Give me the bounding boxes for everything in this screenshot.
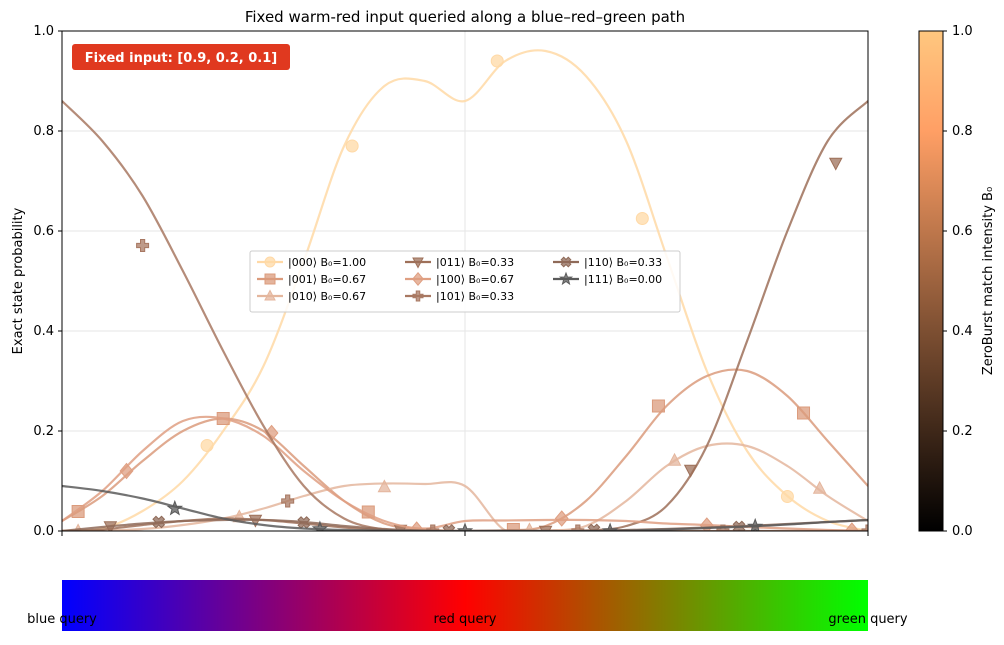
legend-marker <box>412 257 424 269</box>
data-point <box>200 439 214 452</box>
legend-marker <box>264 289 276 301</box>
annotation-box: Fixed input: [0.9, 0.2, 0.1] <box>72 44 290 70</box>
data-point <box>456 522 474 531</box>
series-line <box>62 442 868 531</box>
colorbar-tick-label: 0.4 <box>952 324 973 339</box>
colorbar-tick-label: 0.8 <box>952 124 973 139</box>
series-7 <box>62 484 868 531</box>
colorbar-tick-label: 0.2 <box>952 424 973 439</box>
legend-entry: |010⟩ B₀=0.67 <box>257 289 366 303</box>
legend-marker <box>560 256 572 268</box>
data-point <box>538 525 553 531</box>
colorbar-tick-label: 0.0 <box>952 524 973 539</box>
legend-label: |010⟩ B₀=0.67 <box>288 290 366 303</box>
data-point <box>635 212 649 225</box>
data-point <box>311 520 329 531</box>
data-point <box>554 510 569 527</box>
data-point <box>119 462 134 480</box>
data-point <box>683 464 698 478</box>
legend-marker <box>264 273 276 285</box>
label-blue-query: blue query <box>27 612 97 627</box>
legend-frame <box>249 250 681 313</box>
legend-entry: |100⟩ B₀=0.67 <box>405 271 514 287</box>
colorbar-tick-label: 1.0 <box>952 24 973 39</box>
data-point <box>345 139 359 153</box>
data-point <box>812 480 827 494</box>
series-5 <box>62 100 868 531</box>
data-point <box>426 524 440 531</box>
series-line <box>62 484 868 531</box>
data-point <box>377 479 392 493</box>
legend-entry: |101⟩ B₀=0.33 <box>405 290 514 303</box>
data-point <box>797 406 811 420</box>
data-point <box>780 490 794 503</box>
legend-entry: |110⟩ B₀=0.33 <box>553 256 662 269</box>
y-tick-label: 0.4 <box>33 324 54 339</box>
legend-label: |100⟩ B₀=0.67 <box>436 273 514 286</box>
data-point <box>667 452 682 466</box>
y-axis-label: Exact state probability <box>11 207 26 354</box>
data-point <box>490 54 504 68</box>
legend-label: |000⟩ B₀=1.00 <box>288 256 366 269</box>
axes: 0.0 0.2 0.4 0.6 0.8 1.0 <box>33 24 869 539</box>
label-red-query: red query <box>434 612 497 627</box>
legend-label: |101⟩ B₀=0.33 <box>436 290 514 303</box>
query-gradient-bar: blue query red query green query <box>27 580 908 631</box>
series-2 <box>62 442 868 531</box>
data-point <box>861 524 868 531</box>
data-point <box>601 522 619 531</box>
legend-label: |110⟩ B₀=0.33 <box>584 256 662 269</box>
colorbar-tick-label: 0.6 <box>952 224 973 239</box>
legend-marker <box>558 271 574 286</box>
legend-marker <box>264 256 276 268</box>
series-0 <box>62 49 868 531</box>
query-gradient <box>62 580 868 631</box>
series-line <box>62 100 868 531</box>
data-point <box>524 522 535 531</box>
y-tick-label: 0.2 <box>33 424 54 439</box>
data-point <box>166 499 184 516</box>
series-line <box>62 368 868 531</box>
data-point <box>651 399 665 413</box>
legend-label: |111⟩ B₀=0.00 <box>584 273 662 286</box>
data-point <box>152 515 166 529</box>
label-green-query: green query <box>828 612 908 627</box>
data-point <box>136 239 150 252</box>
data-point <box>828 157 843 171</box>
legend-entry: |001⟩ B₀=0.67 <box>257 273 366 286</box>
data-point <box>844 522 859 531</box>
data-point-shape <box>152 515 166 529</box>
data-point <box>571 524 585 531</box>
legend-marker-shape <box>560 256 572 268</box>
legend-entry: |111⟩ B₀=0.00 <box>553 271 662 286</box>
legend-entry: |000⟩ B₀=1.00 <box>257 256 366 269</box>
legend: |000⟩ B₀=1.00 |001⟩ B₀=0.67 |010⟩ B₀=0.67 |… <box>249 250 681 313</box>
data-point <box>281 494 295 508</box>
data-point <box>409 521 424 531</box>
legend-entry: |011⟩ B₀=0.33 <box>405 256 514 269</box>
colorbar-gradient <box>918 30 944 532</box>
legend-marker <box>412 271 424 287</box>
legend-label: |001⟩ B₀=0.67 <box>288 273 366 286</box>
colorbar-label: ZeroBurst match intensity B₀ <box>981 187 996 375</box>
legend-marker <box>412 290 424 302</box>
y-tick-label: 0.6 <box>33 224 54 239</box>
y-tick-label: 0.8 <box>33 124 54 139</box>
legend-label: |011⟩ B₀=0.33 <box>436 256 514 269</box>
data-point <box>746 517 764 531</box>
colorbar: 0.0 0.2 0.4 0.6 0.8 1.0 ZeroBurst match inten… <box>918 24 996 539</box>
y-tick-label: 0.0 <box>33 524 54 539</box>
chart-title: Fixed warm-red input queried along a blu… <box>245 8 685 26</box>
annotation-text: Fixed input: [0.9, 0.2, 0.1] <box>85 51 277 66</box>
y-tick-label: 1.0 <box>33 24 54 39</box>
